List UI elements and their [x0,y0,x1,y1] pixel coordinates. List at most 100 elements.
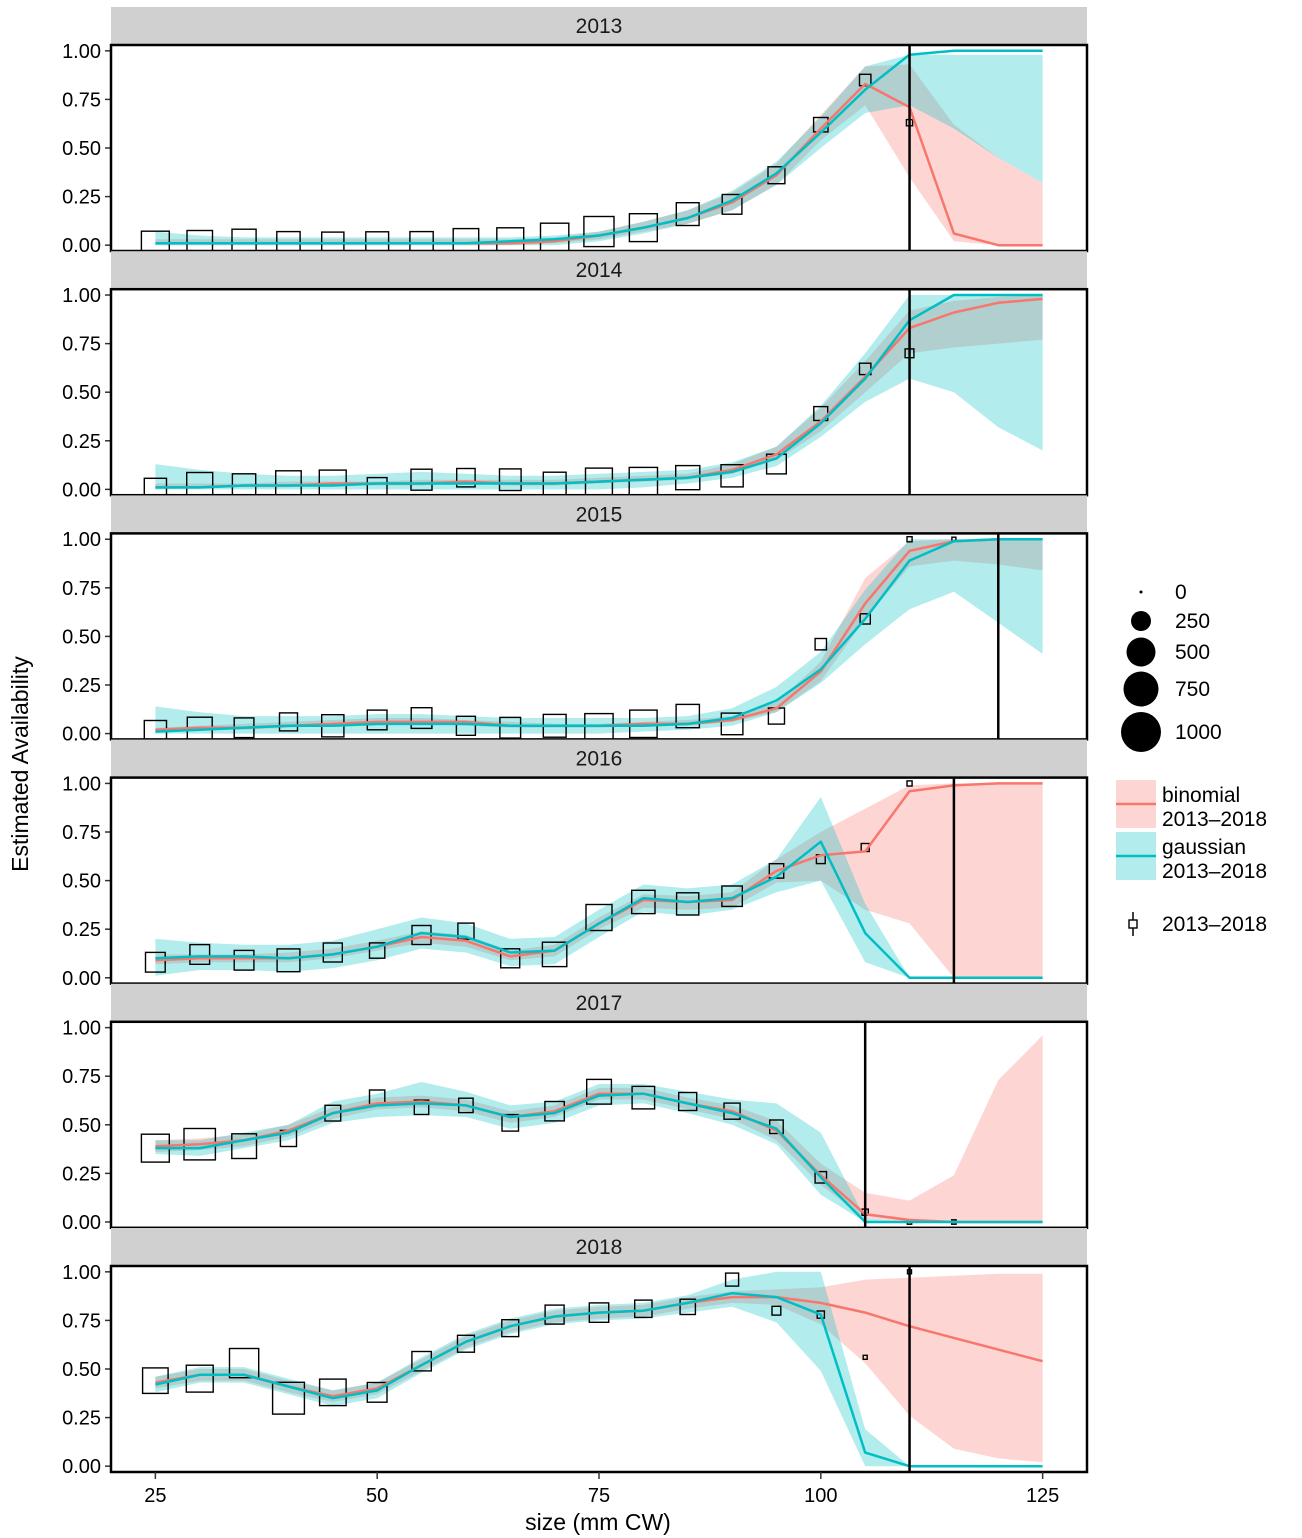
y-tick-label: 0.00 [62,1212,101,1234]
observed-point [628,212,659,243]
y-tick-label: 0.50 [62,382,101,404]
series-legend-sublabel: 2013–2018 [1162,860,1267,883]
x-tick-label: 100 [804,1485,837,1507]
panel-border [109,532,1089,741]
gaussian-ci-band [155,1271,1043,1467]
observed-point [859,613,871,625]
observed-point [228,1347,260,1379]
observed-point [906,780,913,787]
observed-point [583,215,615,248]
panel-border [109,43,1089,253]
size-legend-label: 0 [1175,581,1187,604]
size-legend-dot [1121,712,1161,752]
y-tick-label: 0.50 [62,1115,101,1137]
observed-point [456,467,476,488]
observed-point [276,948,301,973]
facet-strip-label: 2015 [576,503,623,526]
observed-point [499,716,522,739]
observed-point [544,1100,566,1122]
y-tick-label: 0.00 [62,479,101,501]
y-tick-label: 1.00 [62,285,101,307]
observed-point [814,1170,828,1184]
observed-point [631,889,656,915]
size-legend-dot [1131,611,1151,631]
gaussian-line [155,293,1043,489]
observed-point [862,1354,868,1361]
facet-panel-2016: 2016 0.00 0.25 0.50 0.75 1.00 [62,739,1089,990]
facet-strip [111,1228,1087,1266]
y-tick-label: 1.00 [62,529,101,551]
observed-point [541,941,568,968]
size-legend-label: 500 [1175,641,1210,664]
observed-point [455,715,477,736]
size-legend-dot [1123,671,1159,707]
gaussian-ci-band [155,539,1043,734]
y-tick-label: 0.25 [62,1408,101,1430]
gaussian-line [155,49,1043,245]
panel-border [109,776,1089,985]
observed-point [278,712,299,732]
binomial-ci-band [155,1273,1043,1463]
observed-point [231,1133,258,1160]
gaussian-ci-band [155,54,1043,246]
observed-point [233,949,255,971]
series-legend-label: gaussian [1162,836,1246,859]
observed-point [500,948,521,969]
observed-point [324,1104,342,1122]
observed-point [721,885,744,908]
facet-strip-label: 2016 [576,748,623,771]
facet-strip [111,7,1087,45]
y-tick-label: 0.00 [62,235,101,257]
observed-point [675,892,700,916]
x-axis-title: size (mm CW) [525,1509,671,1535]
binomial-ci-band [155,295,1043,490]
facet-strip-label: 2018 [576,1236,623,1259]
y-tick-label: 1.00 [62,1262,101,1284]
y-tick-label: 0.75 [62,1066,101,1088]
y-tick-label: 0.75 [62,334,101,356]
y-tick-label: 0.00 [62,724,101,746]
observed-point [720,712,744,736]
facet-strip-label: 2014 [576,259,623,282]
y-tick-label: 1.00 [62,1018,101,1040]
y-tick-label: 0.00 [62,968,101,990]
series-legend-sublabel: 2013–2018 [1162,808,1267,831]
size-legend-label: 250 [1175,610,1210,633]
facet-panels: 2013 0.00 0.25 0.50 0.75 1.00 2014 0.00 0.25 0.50… [62,7,1089,1478]
y-tick-label: 0.50 [62,626,101,648]
facet-panel-2013: 2013 0.00 0.25 0.50 0.75 1.00 [62,7,1089,260]
facet-panel-2018: 2018 0.00 0.25 0.50 0.75 1.00 [62,1228,1089,1478]
gaussian-line [155,537,1043,733]
gaussian-line [155,840,1043,980]
observed-point [271,1381,306,1415]
observed-point [366,709,388,731]
observed-point [498,468,522,492]
observed-point [410,707,433,730]
facet-strip [111,983,1087,1022]
observed-point [456,1334,476,1353]
observed-point [586,1078,613,1105]
y-tick-label: 0.75 [62,89,101,111]
points-legend-label: 2013–2018 [1162,913,1267,936]
binomial-ci-band [155,64,1043,246]
observed-point [368,942,386,959]
x-tick-label: 50 [366,1485,388,1507]
facet-strip-label: 2017 [576,992,623,1015]
size-legend-label: 1000 [1175,721,1222,744]
y-axis-title: Estimated Availability [7,656,33,872]
y-tick-label: 1.00 [62,773,101,795]
observed-point [771,1305,782,1316]
observed-point [814,637,828,651]
observed-point [631,1085,656,1110]
facet-strip [111,251,1087,290]
observed-point [724,1272,740,1287]
observed-point [457,922,475,940]
x-tick-label: 75 [588,1485,610,1507]
panel-border [109,287,1089,497]
observed-point [767,166,786,185]
y-tick-label: 0.25 [62,675,101,697]
x-tick-label: 25 [144,1485,166,1507]
y-tick-label: 1.00 [62,41,101,63]
facet-strip [111,495,1087,534]
